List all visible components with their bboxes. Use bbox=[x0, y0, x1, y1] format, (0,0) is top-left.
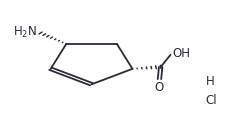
Text: H$_2$N: H$_2$N bbox=[13, 25, 38, 40]
Text: OH: OH bbox=[172, 47, 190, 60]
Text: O: O bbox=[155, 81, 164, 94]
Text: H: H bbox=[206, 75, 215, 88]
Text: Cl: Cl bbox=[205, 94, 217, 107]
